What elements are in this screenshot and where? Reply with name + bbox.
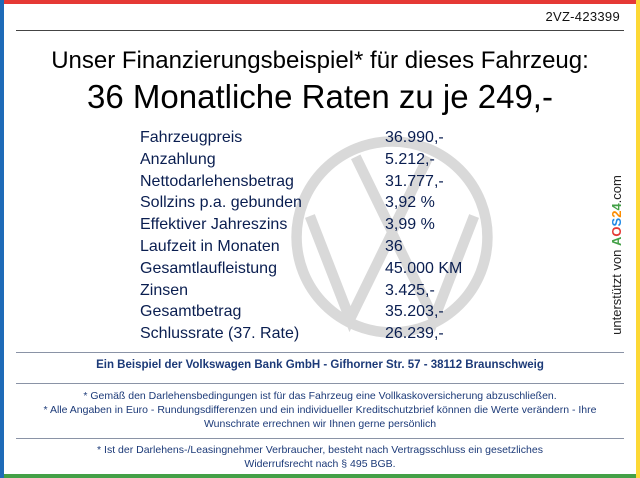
frame-bottom-bar [4,474,636,478]
row-label: Schlussrate (37. Rate) [140,325,300,343]
brand-letter: A [609,236,624,246]
row-value: 3,92 % [385,194,435,212]
credit-suffix: .com [609,175,624,204]
footnote-withdrawal: * Ist der Darlehens-/Leasingnehmer Verbr… [97,444,543,470]
footer-divider [16,352,624,353]
reference-number: 2VZ-423399 [545,9,620,24]
row-value: 35.203,- [385,303,444,321]
frame-right-bar [636,0,640,478]
row-value: 26.239,- [385,325,444,343]
row-value: 45.000 KM [385,259,463,277]
row-label: Effektiver Jahreszins [140,216,288,234]
table-row: Zinsen 3.425,- [140,280,492,302]
brand-letter: O [609,226,624,237]
credit-prefix: unterstützt von [609,245,624,335]
headline-rate: 36 Monatliche Raten zu je 249,- [87,78,553,115]
vw-logo-w [305,214,479,333]
brand-letter: 4 [609,203,624,211]
table-row: Fahrzeugpreis 36.990,- [140,127,492,149]
row-label: Zinsen [140,281,189,299]
frame-left-bar [0,0,4,478]
vw-logo-watermark [287,132,497,342]
vw-logo-icon [291,136,493,338]
table-row: Gesamtbetrag 35.203,- [140,301,492,323]
row-label: Fahrzeugpreis [140,129,243,146]
table-row: Schlussrate (37. Rate) 26.239,- [140,323,492,345]
brand-letter: 2 [609,210,624,218]
row-label: Laufzeit in Monaten [140,237,280,255]
row-label: Gesamtbetrag [140,303,242,321]
row-value: 3,99 % [385,216,435,234]
table-row: Nettodarlehensbetrag 31.777,- [140,171,492,193]
row-label: Gesamtlaufleistung [140,259,277,277]
footnote-values: * Alle Angaben in Euro - Rundungsdiffere… [43,404,597,430]
row-label: Nettodarlehensbetrag [140,172,294,190]
financing-table: Fahrzeugpreis 36.990,- Anzahlung 5.212,- N… [140,127,492,345]
row-label: Anzahlung [140,150,216,168]
row-value: 36.990,- [385,129,444,146]
footnote-insurance: * Gemäß den Darlehensbedingungen ist für… [83,390,557,402]
footer-divider [16,383,624,384]
supported-by-credit: unterstützt von AOS24.com [609,165,625,345]
vw-logo-ring [291,136,493,338]
table-row: Effektiver Jahreszins 3,99 % [140,214,492,236]
bank-address-line: Ein Beispiel der Volkswagen Bank GmbH - … [96,359,544,371]
table-row: Sollzins p.a. gebunden 3,92 % [140,192,492,214]
row-label: Sollzins p.a. gebunden [140,194,302,212]
brand-letter: S [609,217,624,227]
row-value: 31.777,- [385,172,444,190]
frame-top-bar [4,0,636,4]
row-value: 36 [385,237,403,255]
table-row: Laufzeit in Monaten 36 [140,236,492,258]
table-row: Anzahlung 5.212,- [140,149,492,171]
header-divider [16,30,624,31]
row-value: 5.212,- [385,150,435,168]
row-value: 3.425,- [385,281,435,299]
footer-divider [16,438,624,439]
table-row: Gesamtlaufleistung 45.000 KM [140,258,492,280]
headline-intro: Unser Finanzierungsbeispiel* für dieses … [51,47,589,74]
